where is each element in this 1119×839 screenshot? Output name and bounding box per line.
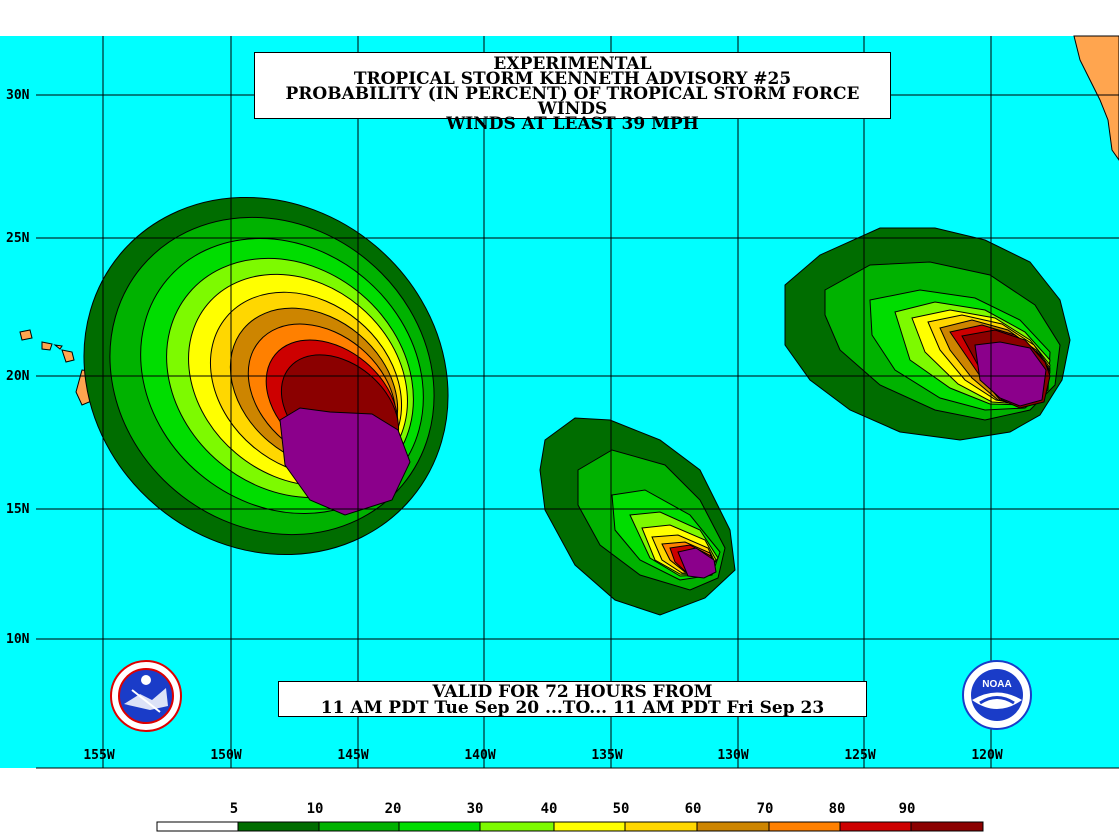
title-line-4: WINDS AT LEAST 39 MPH	[446, 114, 699, 134]
lon-label: 135W	[591, 748, 623, 763]
lat-lon-grid	[36, 36, 1119, 768]
lon-label: 145W	[337, 748, 369, 763]
legend-swatch	[768, 821, 841, 832]
legend-swatch	[910, 821, 984, 832]
probability-area-east	[784, 227, 1071, 441]
title-line-2: TROPICAL STORM KENNETH ADVISORY #25	[353, 69, 792, 89]
lat-label: 30N	[6, 88, 30, 103]
lon-label: 150W	[210, 748, 242, 763]
valid-period-box: VALID FOR 72 HOURS FROM 11 AM PDT Tue Se…	[278, 681, 867, 717]
oahu	[41, 341, 53, 351]
maui	[61, 349, 75, 363]
legend-swatch	[839, 821, 912, 832]
baja-california	[1073, 35, 1119, 161]
title-box: EXPERIMENTAL TROPICAL STORM KENNETH ADVI…	[254, 52, 891, 133]
legend-label: 30	[466, 801, 484, 817]
lat-label: 20N	[6, 369, 30, 384]
molokai	[53, 344, 63, 350]
legend-label: 90	[898, 801, 916, 817]
legend-label: 10	[306, 801, 324, 817]
legend-label: 20	[384, 801, 402, 817]
legend-swatch	[624, 821, 698, 832]
legend-label: 60	[684, 801, 702, 817]
lat-label: 25N	[6, 231, 30, 246]
lat-label: 15N	[6, 502, 30, 517]
legend-swatch	[318, 821, 400, 832]
legend-swatch	[156, 821, 239, 832]
legend-label: 5	[229, 801, 239, 817]
valid-line-1: VALID FOR 72 HOURS FROM	[432, 682, 713, 702]
probability-area-center	[539, 417, 736, 616]
lat-label: 10N	[6, 632, 30, 647]
nws-logo-icon	[110, 660, 182, 732]
valid-line-2: 11 AM PDT Tue Sep 20 ...TO... 11 AM PDT …	[320, 698, 825, 718]
legend-label: 80	[828, 801, 846, 817]
noaa-logo-icon: NOAA	[962, 660, 1032, 730]
lon-label: 155W	[83, 748, 115, 763]
legend-swatch	[398, 821, 481, 832]
legend-color-bar	[156, 821, 984, 832]
legend-swatch	[553, 821, 626, 832]
legend-label: 50	[612, 801, 630, 817]
lon-label: 130W	[717, 748, 749, 763]
legend-swatch	[696, 821, 770, 832]
legend-swatch	[479, 821, 555, 832]
lon-label: 125W	[844, 748, 876, 763]
title-line-3: PROBABILITY (IN PERCENT) OF TROPICAL STO…	[285, 84, 860, 119]
kauai	[19, 329, 33, 341]
lon-label: 140W	[464, 748, 496, 763]
title-line-1: EXPERIMENTAL	[493, 54, 652, 74]
lon-label: 120W	[971, 748, 1003, 763]
legend-label: 70	[756, 801, 774, 817]
legend-swatch	[237, 821, 320, 832]
svg-text:NOAA: NOAA	[982, 679, 1011, 690]
legend-label: 40	[540, 801, 558, 817]
